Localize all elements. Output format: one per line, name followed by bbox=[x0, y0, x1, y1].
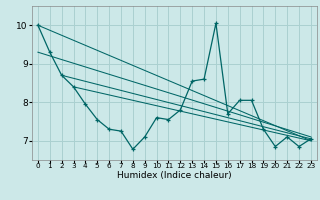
X-axis label: Humidex (Indice chaleur): Humidex (Indice chaleur) bbox=[117, 171, 232, 180]
